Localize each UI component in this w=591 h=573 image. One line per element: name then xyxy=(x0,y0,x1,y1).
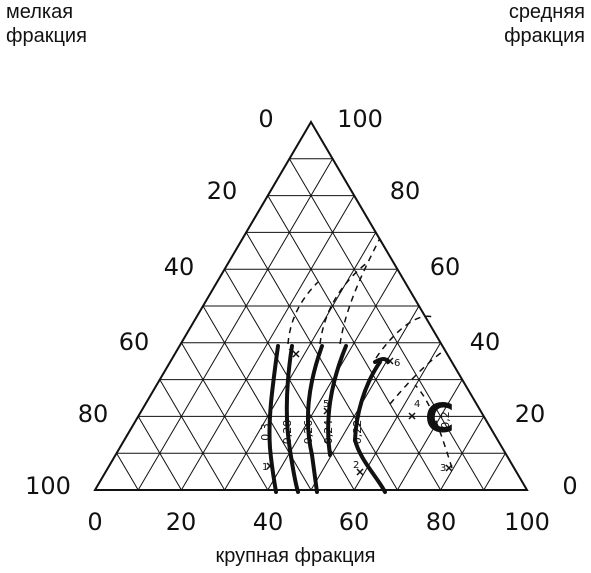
point-marker xyxy=(386,357,394,365)
solid-isoline xyxy=(352,360,387,494)
medium-fraction-label-line2: фракция xyxy=(504,25,585,47)
tick-label-bottom: 60 xyxy=(339,508,370,536)
tick-label-right: 100 xyxy=(337,105,383,133)
tick-label-left: 20 xyxy=(207,177,238,205)
point-label: 7 xyxy=(288,348,294,359)
point-label: 3 xyxy=(440,463,446,474)
tick-label-left: 60 xyxy=(119,328,150,356)
tick-label-right: 0 xyxy=(562,472,577,500)
dashed-isoline xyxy=(287,281,319,345)
solid-isoline xyxy=(326,344,348,457)
solid-isoline xyxy=(305,344,324,494)
curve-label: 0,3 xyxy=(259,423,272,441)
dashed-isoline xyxy=(339,237,381,345)
tick-label-bottom: 0 xyxy=(87,508,102,536)
fine-fraction-label-line2: фракция xyxy=(6,25,87,47)
grid-line-right-parallel xyxy=(180,342,269,491)
annotations: 0,3 0,28 0,26 0,24 0,22 0,2 1 2 3 4 5 6 7 C xyxy=(259,348,454,476)
curve-label: 0,24 xyxy=(322,420,335,445)
curve-label: 0,26 xyxy=(302,420,315,445)
grid-line-left-parallel xyxy=(396,379,463,491)
grid-line-left-parallel xyxy=(137,158,334,491)
fine-fraction-label: мелкая фракция xyxy=(6,0,87,48)
medium-fraction-label: средняя фракция xyxy=(504,0,585,48)
point-label: 4 xyxy=(414,399,420,410)
tick-label-bottom: 80 xyxy=(426,508,457,536)
curve-label: 0,2 xyxy=(439,411,452,429)
grid-line-right-parallel xyxy=(267,195,442,491)
point-marker xyxy=(292,350,300,358)
axis-ticks: 0 20 40 60 80 100 0 20 40 60 80 100 100 80 60 40 20 0 xyxy=(25,105,578,536)
solid-isolines xyxy=(267,344,390,494)
point-label: 2 xyxy=(353,460,359,471)
grid-line-left-parallel xyxy=(483,452,506,491)
point-label: 1 xyxy=(262,462,268,473)
grid-line-right-parallel xyxy=(202,305,312,491)
tick-label-bottom: 20 xyxy=(166,508,197,536)
tick-label-bottom: 100 xyxy=(504,508,550,536)
tick-label-right: 20 xyxy=(515,400,546,428)
dashed-isoline xyxy=(375,315,436,359)
curve-label: 0,28 xyxy=(281,420,294,445)
dashed-isoline xyxy=(319,261,369,345)
point-marker xyxy=(356,468,364,476)
tick-label-left: 40 xyxy=(164,253,195,281)
point-label: 6 xyxy=(394,358,400,369)
grid-line-right-parallel xyxy=(159,379,226,491)
dashed-isoline xyxy=(389,349,446,405)
tick-label-bottom: 40 xyxy=(253,508,284,536)
point-marker xyxy=(266,462,274,470)
region-label: C xyxy=(425,396,454,442)
grid-line-right-parallel xyxy=(245,232,398,491)
grid-line-right-parallel xyxy=(116,452,139,491)
dashed-isolines xyxy=(287,237,453,469)
tick-label-right: 60 xyxy=(430,253,461,281)
grid-line-left-parallel xyxy=(310,305,420,491)
point-marker xyxy=(445,464,453,472)
solid-isoline xyxy=(284,344,300,494)
point-label: 5 xyxy=(323,399,329,410)
medium-fraction-label-line1: средняя xyxy=(508,1,585,23)
tick-label-left: 0 xyxy=(258,105,273,133)
tick-label-left: 80 xyxy=(78,400,109,428)
solid-isoline xyxy=(373,357,390,364)
tick-label-right: 40 xyxy=(470,328,501,356)
point-marker xyxy=(408,412,416,420)
fine-fraction-label-line1: мелкая xyxy=(6,1,74,23)
coarse-fraction-label: крупная фракция xyxy=(215,545,376,567)
grid-line-right-parallel xyxy=(288,158,485,491)
curve-label: 0,22 xyxy=(351,420,364,445)
grid-line-right-parallel xyxy=(137,416,182,491)
dashed-isoline xyxy=(414,384,453,469)
point-marker xyxy=(323,407,331,415)
tick-label-left: 100 xyxy=(25,472,71,500)
tick-label-right: 80 xyxy=(390,177,421,205)
grid-line-left-parallel xyxy=(224,232,377,491)
solid-isoline xyxy=(267,344,280,494)
